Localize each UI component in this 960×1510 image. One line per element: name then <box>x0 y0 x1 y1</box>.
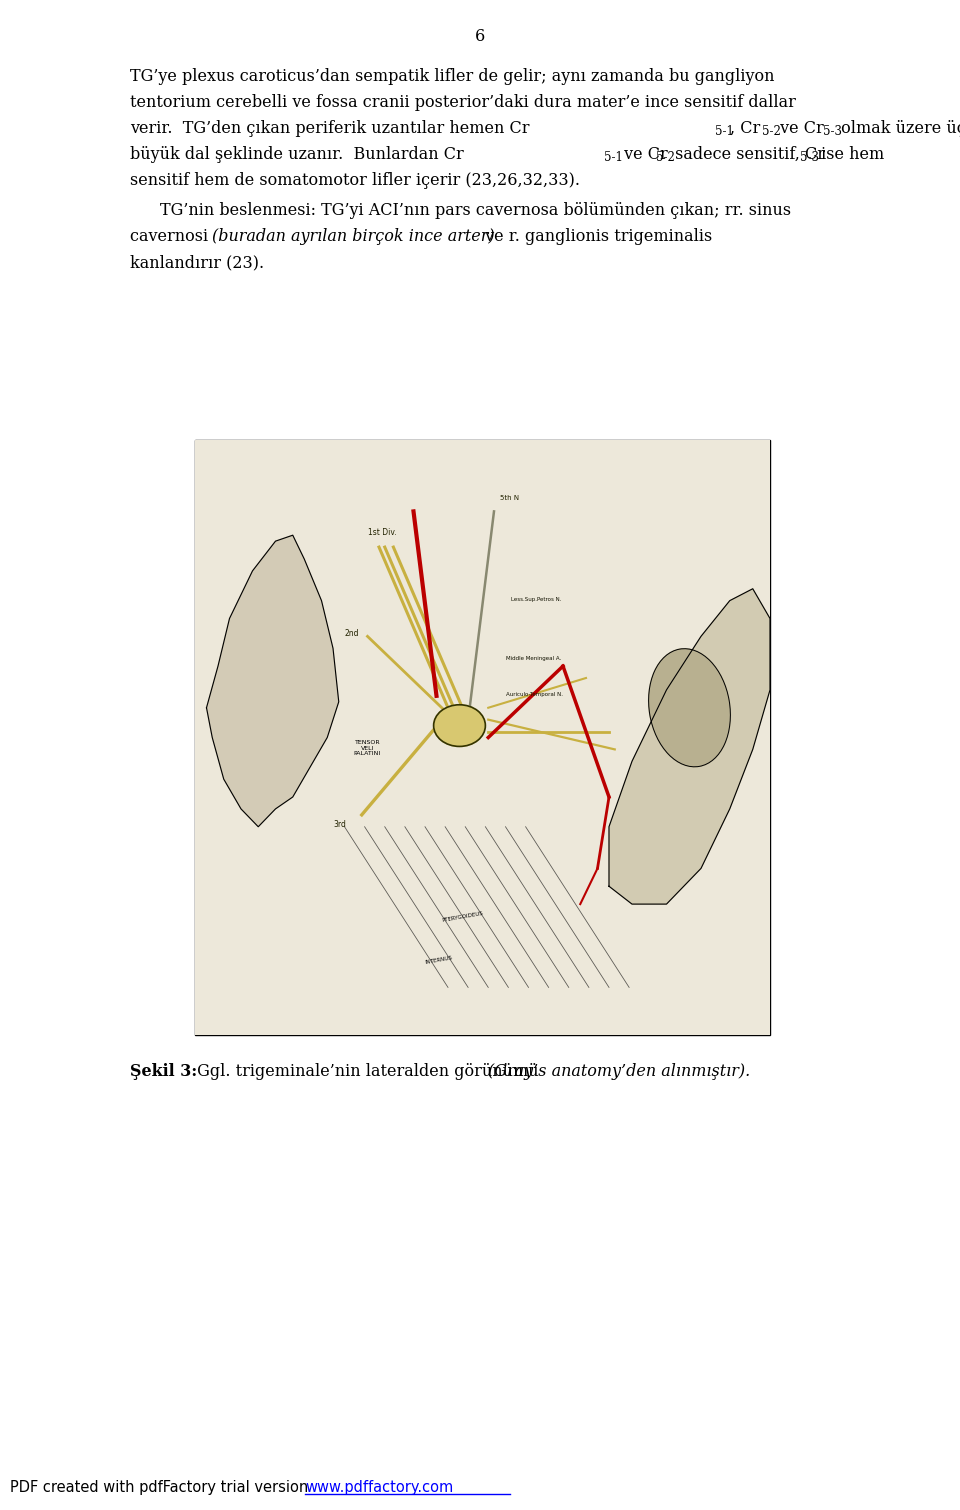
Text: ve Cr: ve Cr <box>619 146 668 163</box>
Text: Auriculo-Temporal N.: Auriculo-Temporal N. <box>506 692 563 696</box>
Text: 5th N: 5th N <box>500 494 518 500</box>
Text: 5-3: 5-3 <box>823 125 842 137</box>
Text: olmak üzere üç: olmak üzere üç <box>836 119 960 137</box>
Text: TG’nin beslenmesi: TG’yi ACI’nın pars cavernosa bölümünden çıkan; rr. sinus: TG’nin beslenmesi: TG’yi ACI’nın pars ca… <box>160 202 791 219</box>
Text: PDF created with pdfFactory trial version: PDF created with pdfFactory trial versio… <box>10 1480 313 1495</box>
Text: 5-3: 5-3 <box>800 151 819 165</box>
Text: büyük dal şeklinde uzanır.  Bunlardan Cr: büyük dal şeklinde uzanır. Bunlardan Cr <box>130 146 464 163</box>
Text: TG’ye plexus caroticus’dan sempatik lifler de gelir; aynı zamanda bu gangliyon: TG’ye plexus caroticus’dan sempatik lifl… <box>130 68 775 85</box>
Text: verir.  TG’den çıkan periferik uzantılar hemen Cr: verir. TG’den çıkan periferik uzantılar … <box>130 119 530 137</box>
Text: 5-2: 5-2 <box>656 151 675 165</box>
Polygon shape <box>206 535 339 827</box>
Text: sensitif hem de somatomotor lifler içerir (23,26,32,33).: sensitif hem de somatomotor lifler içeri… <box>130 172 580 189</box>
Text: , Cr: , Cr <box>730 119 760 137</box>
Text: (Gray’s anatomy’den alınmıştır).: (Gray’s anatomy’den alınmıştır). <box>488 1063 751 1080</box>
Bar <box>195 439 770 1034</box>
Text: tentorium cerebelli ve fossa cranii posterior’daki dura mater’e ince sensitif da: tentorium cerebelli ve fossa cranii post… <box>130 94 796 112</box>
Text: 5-1: 5-1 <box>715 125 733 137</box>
Text: Ggl. trigeminale’nin lateralden görünümü: Ggl. trigeminale’nin lateralden görünümü <box>192 1063 549 1080</box>
Text: ise hem: ise hem <box>816 146 884 163</box>
Ellipse shape <box>434 705 486 746</box>
Text: 5-1: 5-1 <box>604 151 623 165</box>
Text: 1st Div.: 1st Div. <box>368 528 396 538</box>
Text: Less.Sup.Petros N.: Less.Sup.Petros N. <box>512 596 562 601</box>
Text: ve r. ganglionis trigeminalis: ve r. ganglionis trigeminalis <box>480 228 712 245</box>
Text: kanlandırır (23).: kanlandırır (23). <box>130 254 264 270</box>
Text: INTERNUS: INTERNUS <box>425 954 453 965</box>
Text: Middle Meningeal A.: Middle Meningeal A. <box>506 657 561 661</box>
Text: TENSOR
VELI
PALATINI: TENSOR VELI PALATINI <box>354 740 381 757</box>
Text: PTERYGOIDEUS: PTERYGOIDEUS <box>443 911 484 923</box>
Polygon shape <box>609 589 770 904</box>
Text: 6: 6 <box>475 29 485 45</box>
Text: sadece sensitif, Cr: sadece sensitif, Cr <box>670 146 825 163</box>
Text: 3rd: 3rd <box>333 820 346 829</box>
Text: Şekil 3:: Şekil 3: <box>130 1063 197 1080</box>
Text: www.pdffactory.com: www.pdffactory.com <box>305 1480 453 1495</box>
Ellipse shape <box>649 649 731 767</box>
Text: 2nd: 2nd <box>345 630 359 639</box>
Text: 5-2: 5-2 <box>762 125 780 137</box>
Text: ve Cr: ve Cr <box>775 119 824 137</box>
Text: (buradan ayrılan birçok ince arter): (buradan ayrılan birçok ince arter) <box>212 228 494 245</box>
Text: cavernosi: cavernosi <box>130 228 213 245</box>
